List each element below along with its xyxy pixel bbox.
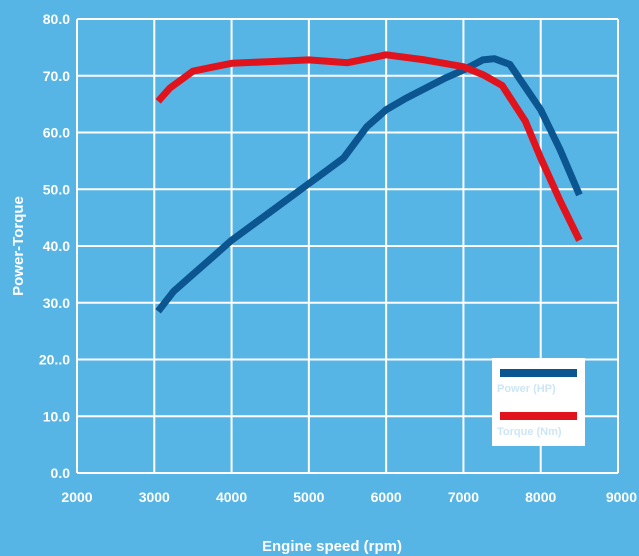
y-tick-label: 20..0	[39, 352, 70, 368]
x-tick-label: 8000	[525, 489, 556, 505]
legend-swatch-torque-nm	[500, 412, 577, 420]
x-tick-label: 7000	[448, 489, 479, 505]
series-line-torque-nm	[155, 51, 583, 242]
x-axis-label: Engine speed (rpm)	[262, 538, 402, 555]
x-tick-label: 6000	[371, 489, 402, 505]
series-lines	[155, 51, 583, 314]
y-tick-label: 80.0	[43, 11, 70, 27]
y-tick-label: 50.0	[43, 181, 70, 197]
series-line-power-hp	[155, 55, 583, 314]
y-tick-label: 60.0	[43, 125, 70, 141]
x-tick-label: 3000	[139, 489, 170, 505]
legend-swatch-power-hp	[500, 369, 577, 377]
legend-label-torque-nm: Torque (Nm)	[497, 426, 562, 438]
legend: Power (HP) Torque (Nm)	[497, 369, 577, 438]
y-tick-label: 40.0	[43, 238, 70, 254]
x-tick-labels: 2000 3000 4000 5000 6000 7000 8000 9000	[61, 489, 637, 505]
y-tick-labels: 0.0 10.0 20..0 30.0 40.0 50.0 60.0 70.0 80.0	[39, 11, 70, 481]
axes	[76, 19, 618, 474]
x-tick-label: 9000	[606, 489, 637, 505]
y-tick-label: 10.0	[43, 408, 70, 424]
x-tick-label: 2000	[61, 489, 92, 505]
x-tick-label: 4000	[216, 489, 247, 505]
x-tick-label: 5000	[293, 489, 324, 505]
legend-label-power-hp: Power (HP)	[497, 383, 556, 395]
y-tick-label: 30.0	[43, 295, 70, 311]
y-tick-label: 70.0	[43, 68, 70, 84]
y-axis-label: Power-Torque	[10, 196, 27, 296]
y-tick-label: 0.0	[51, 465, 71, 481]
